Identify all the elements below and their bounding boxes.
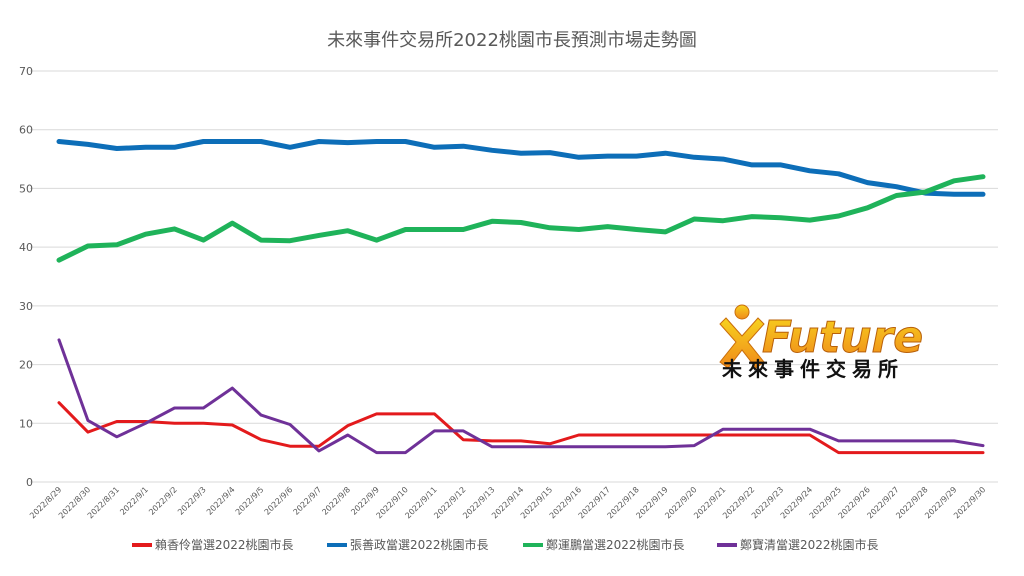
x-person-icon [719, 304, 765, 369]
x-axis-ticks: 2022/8/292022/8/302022/8/312022/9/12022/… [28, 485, 987, 520]
y-tick-label: 10 [19, 417, 33, 430]
legend-label: 鄭寶清當選2022桃園市長 [740, 537, 879, 552]
y-tick-label: 30 [19, 300, 33, 313]
legend-label: 鄭運鵬當選2022桃園市長 [546, 537, 685, 552]
series-lines [56, 139, 986, 455]
x-tick-label: 2022/9/7 [292, 485, 324, 517]
x-tick-label: 2022/9/5 [234, 485, 266, 517]
y-tick-label: 40 [19, 241, 33, 254]
x-tick-label: 2022/9/2 [147, 485, 179, 517]
future-logo: Future 未來事件交易所 [719, 304, 924, 381]
gridlines [30, 70, 998, 483]
x-tick-label: 2022/9/1 [118, 485, 150, 517]
x-tick-label: 2022/9/8 [320, 485, 352, 517]
series-line-0 [57, 401, 985, 455]
y-tick-label: 70 [19, 65, 33, 78]
y-tick-label: 0 [26, 476, 33, 489]
logo-brand-text: Future [762, 312, 923, 363]
series-line-1 [56, 139, 986, 197]
y-axis-ticks: 0 10 20 30 40 50 60 70 [19, 65, 33, 489]
y-tick-label: 60 [19, 124, 33, 137]
x-tick-label: 2022/9/3 [176, 485, 208, 517]
series-line-3 [57, 338, 985, 455]
logo-subtitle: 未來事件交易所 [722, 357, 904, 381]
legend-label: 張善政當選2022桃園市長 [350, 537, 489, 552]
x-tick-label: 2022/9/6 [263, 485, 295, 517]
y-tick-label: 50 [19, 182, 33, 195]
x-tick-label: 2022/9/4 [205, 485, 237, 517]
series-line-2 [56, 174, 986, 263]
y-tick-label: 20 [19, 359, 33, 372]
legend: 賴香伶當選2022桃園市長 張善政當選2022桃園市長 鄭運鵬當選2022桃園市長 鄭… [132, 537, 879, 552]
legend-label: 賴香伶當選2022桃園市長 [155, 537, 294, 552]
chart-title: 未來事件交易所2022桃園市長預測市場走勢圖 [327, 30, 697, 51]
